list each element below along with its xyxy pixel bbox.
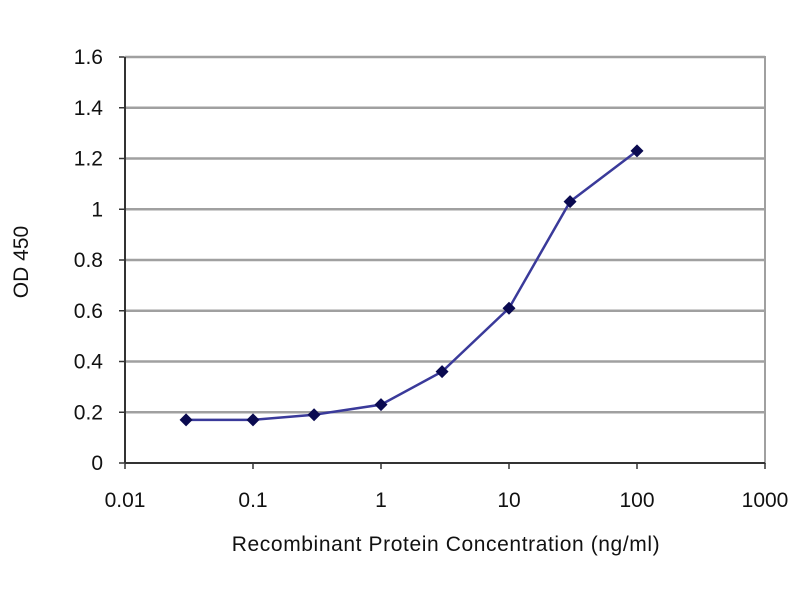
y-tick-label: 0 <box>91 452 103 475</box>
data-point <box>435 365 449 379</box>
y-tick-label: 1.6 <box>74 46 103 69</box>
data-point <box>630 144 644 158</box>
data-point <box>307 408 321 422</box>
y-tick-label: 0.8 <box>74 249 103 272</box>
axes <box>119 56 766 469</box>
x-tick-label: 1 <box>375 489 387 512</box>
y-tick-label: 1.4 <box>74 97 104 120</box>
x-tick-labels: 0.01 0.1 1 10 100 1000 <box>105 489 789 512</box>
x-tick-label: 1000 <box>742 489 789 512</box>
y-tick-labels: 0 0.2 0.4 0.6 0.8 1 1.2 1.4 1.6 <box>74 46 104 475</box>
y-axis-label: OD 450 <box>10 226 33 298</box>
y-tick-label: 0.6 <box>74 300 103 323</box>
y-tick-label: 0.2 <box>74 401 103 424</box>
x-tick-label: 100 <box>619 489 654 512</box>
x-axis-label: Recombinant Protein Concentration (ng/ml… <box>232 533 660 556</box>
data-point <box>563 195 577 209</box>
x-tick-label: 0.1 <box>238 489 267 512</box>
y-tick-label: 0.4 <box>74 351 104 374</box>
series-line <box>186 149 638 422</box>
data-point <box>374 398 388 412</box>
data-point <box>246 413 260 427</box>
y-tick-label: 1.2 <box>74 148 103 171</box>
data-point <box>502 301 516 315</box>
x-tick-label: 0.01 <box>105 489 146 512</box>
gridlines <box>125 55 765 414</box>
y-tick-label: 1 <box>91 198 103 221</box>
series <box>179 144 644 427</box>
x-tick-label: 10 <box>497 489 520 512</box>
data-point <box>179 413 193 427</box>
